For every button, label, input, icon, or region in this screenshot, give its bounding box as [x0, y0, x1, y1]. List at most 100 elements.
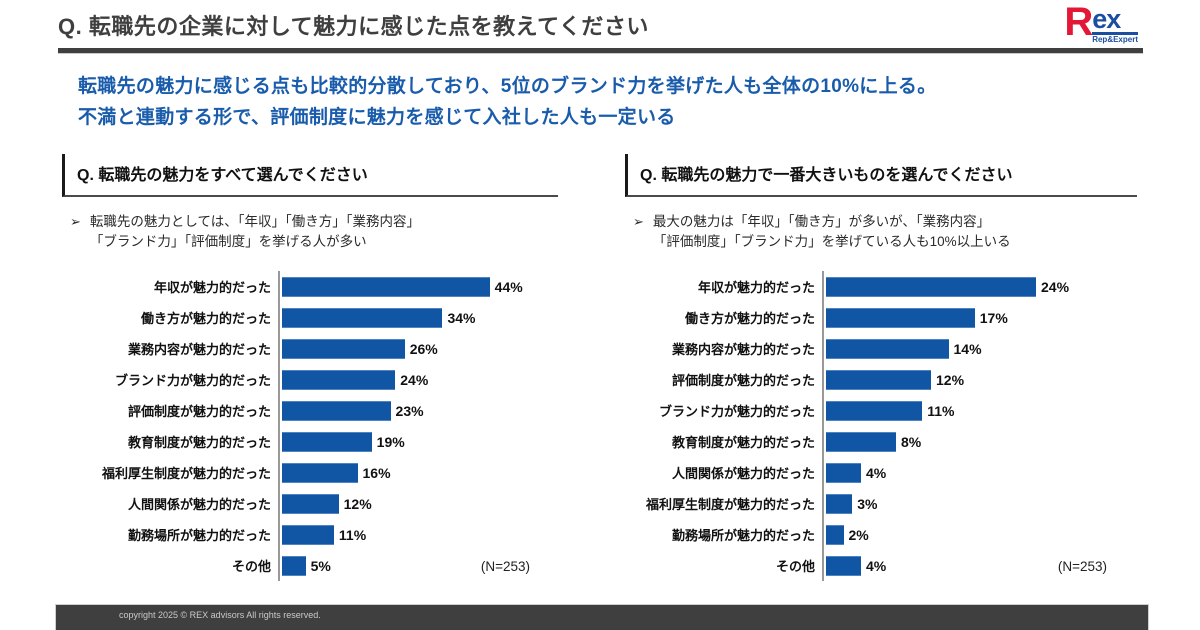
chart-row: 教育制度が魅力的だった 8%	[625, 426, 1137, 458]
sample-size-label: (N=253)	[480, 559, 530, 575]
bar	[282, 462, 358, 483]
category-label: 人間関係が魅力的だった	[671, 466, 815, 482]
value-label: 26%	[409, 340, 438, 357]
footer-bar: copyright 2025 © REX advisors All rights…	[55, 604, 1149, 630]
value-label: 34%	[447, 309, 476, 326]
bar-zone: 5%	[278, 550, 518, 582]
category-label: 教育制度が魅力的だった	[127, 435, 271, 451]
panel-biggest-attraction: Q. 転職先の魅力で一番大きいものを選んでください ➢ 最大の魅力は「年収」「働…	[625, 153, 1137, 582]
bar	[282, 307, 443, 328]
bar	[282, 493, 339, 514]
logo-right-block: ex Rep&Expert	[1092, 4, 1138, 44]
chart-row: 福利厚生制度が魅力的だった 3%	[625, 488, 1137, 520]
category-label: 福利厚生制度が魅力的だった	[101, 466, 271, 482]
bar-chart-biggest-attraction: 年収が魅力的だった 24% 働き方が魅力的だった 17% 業務内容が魅力的だった 14% 評…	[625, 271, 1137, 582]
category-label: 働き方が魅力的だった	[684, 311, 815, 327]
rex-logo: R ex Rep&Expert	[1064, 2, 1138, 44]
value-label: 24%	[400, 371, 429, 388]
bar	[826, 307, 975, 328]
panel-question-title: Q. 転職先の魅力をすべて選んでください	[62, 153, 558, 197]
bar-zone: 14%	[822, 333, 1071, 365]
bullet-line-1: 転職先の魅力としては、「年収」「働き方」「業務内容」	[89, 213, 420, 229]
bar-zone: 17%	[822, 302, 1071, 334]
category-label: 業務内容が魅力的だった	[127, 342, 271, 358]
value-label: 4%	[866, 557, 887, 574]
category-label: 評価制度が魅力的だった	[127, 404, 271, 420]
bar-zone: 26%	[278, 333, 518, 365]
category-label: ブランド力が魅力的だった	[658, 404, 815, 420]
arrow-bullet-icon: ➢	[70, 213, 81, 229]
value-label: 11%	[927, 402, 955, 419]
bullet-line-1: 最大の魅力は「年収」「働き方」が多いが、「業務内容」	[652, 213, 991, 229]
category-label: ブランド力が魅力的だった	[114, 373, 271, 389]
value-label: 11%	[338, 526, 367, 543]
chart-row: その他 5%	[62, 550, 558, 582]
value-label: 19%	[376, 433, 405, 450]
value-label: 3%	[857, 495, 878, 512]
chart-row: 評価制度が魅力的だった 23%	[62, 395, 558, 427]
chart-rows: 年収が魅力的だった 24% 働き方が魅力的だった 17% 業務内容が魅力的だった 14% 評…	[625, 271, 1137, 582]
panel-question-title: Q. 転職先の魅力で一番大きいものを選んでください	[625, 153, 1137, 197]
bar-zone: 24%	[278, 364, 518, 396]
bar-zone: 11%	[278, 519, 518, 551]
chart-row: その他 4%	[625, 550, 1137, 582]
category-label: 勤務場所が魅力的だった	[671, 528, 815, 544]
chart-row: 勤務場所が魅力的だった 11%	[62, 519, 558, 551]
chart-row: 人間関係が魅力的だった 4%	[625, 457, 1137, 489]
chart-row: 働き方が魅力的だった 17%	[625, 302, 1137, 334]
bar	[282, 524, 334, 545]
bar-zone: 11%	[822, 395, 1071, 427]
value-label: 17%	[979, 309, 1008, 326]
value-label: 44%	[494, 278, 523, 295]
bar-zone: 12%	[278, 488, 518, 520]
summary-line-1: 転職先の魅力に感じる点も比較的分散しており、5位のブランド力を挙げた人も全体の1…	[78, 76, 937, 97]
chart-rows: 年収が魅力的だった 44% 働き方が魅力的だった 34% 業務内容が魅力的だった 26% ブ…	[62, 271, 558, 582]
bar-zone: 23%	[278, 395, 518, 427]
copyright-text: copyright 2025 © REX advisors All rights…	[119, 610, 321, 620]
bar	[826, 555, 861, 576]
summary-line-2: 不満と連動する形で、評価制度に魅力を感じて入社した人も一定いる	[78, 106, 676, 128]
bar-zone: 19%	[278, 426, 518, 458]
chart-row: 評価制度が魅力的だった 12%	[625, 364, 1137, 396]
value-label: 16%	[362, 464, 391, 481]
bar	[282, 555, 306, 576]
category-label: 福利厚生制度が魅力的だった	[645, 497, 815, 513]
bar-zone: 8%	[822, 426, 1071, 458]
bullet-text: 最大の魅力は「年収」「働き方」が多いが、「業務内容」 「評価制度」「ブランド力」…	[653, 212, 1011, 253]
logo-tagline: Rep&Expert	[1092, 31, 1138, 44]
chart-row: ブランド力が魅力的だった 24%	[62, 364, 558, 396]
value-label: 8%	[901, 433, 922, 450]
category-label: 業務内容が魅力的だった	[671, 342, 815, 358]
title-divider	[58, 48, 1143, 54]
bar	[282, 369, 396, 390]
panel-bullet: ➢ 転職先の魅力としては、「年収」「働き方」「業務内容」 「ブランド力」「評価制…	[70, 212, 558, 253]
category-label: その他	[231, 559, 271, 575]
bar	[826, 524, 844, 545]
bullet-text: 転職先の魅力としては、「年収」「働き方」「業務内容」 「ブランド力」「評価制度」…	[90, 212, 420, 253]
bar-zone: 24%	[822, 271, 1071, 303]
category-label: 働き方が魅力的だった	[140, 311, 271, 327]
bar	[826, 493, 853, 514]
category-label: 教育制度が魅力的だった	[671, 435, 815, 451]
bar	[826, 369, 931, 390]
panel-all-attractions: Q. 転職先の魅力をすべて選んでください ➢ 転職先の魅力としては、「年収」「働…	[62, 153, 558, 582]
bar	[826, 276, 1036, 297]
chart-row: ブランド力が魅力的だった 11%	[625, 395, 1137, 427]
bar	[826, 431, 896, 452]
slide-header: Q. 転職先の企業に対して魅力に感じた点を教えてください R ex Rep&Ex…	[0, 0, 1200, 44]
value-label: 4%	[866, 464, 887, 481]
bullet-line-2: 「評価制度」「ブランド力」を挙げている人も10%以上いる	[652, 233, 1011, 249]
logo-letters-ex-icon: ex	[1092, 4, 1121, 34]
panels-container: Q. 転職先の魅力をすべて選んでください ➢ 転職先の魅力としては、「年収」「働…	[62, 153, 1200, 582]
sample-size-label: (N=253)	[1057, 559, 1107, 575]
bar-zone: 4%	[822, 457, 1071, 489]
chart-row: 福利厚生制度が魅力的だった 16%	[62, 457, 558, 489]
chart-row: 年収が魅力的だった 24%	[625, 271, 1137, 303]
bar	[282, 400, 391, 421]
bar-zone: 44%	[278, 271, 523, 303]
chart-row: 教育制度が魅力的だった 19%	[62, 426, 558, 458]
chart-row: 年収が魅力的だった 44%	[62, 271, 558, 303]
value-label: 12%	[936, 371, 965, 388]
bar-zone: 34%	[278, 302, 518, 334]
